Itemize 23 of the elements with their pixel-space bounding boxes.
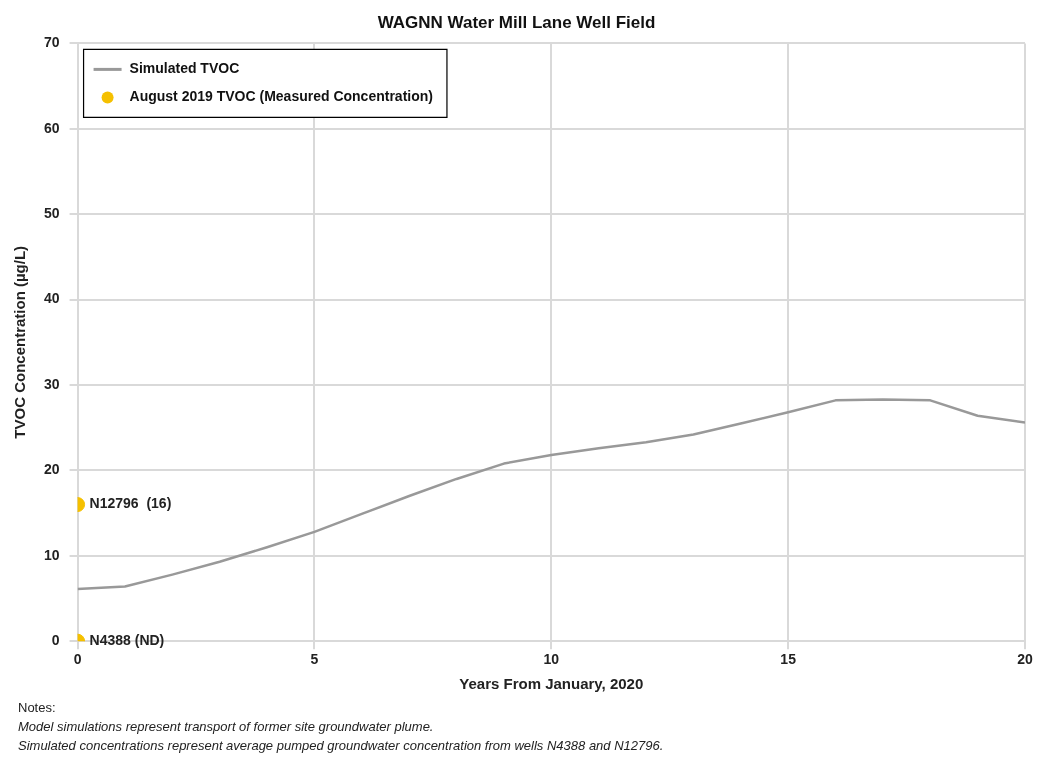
text: Simulated concentrations represent average pumped groundwater concentration from wells N4388 and N12796. <box>18 737 665 755</box>
x-tick-label: 5 <box>310 651 319 668</box>
y-tick-label: 30 <box>43 375 60 392</box>
x-tick-label: 10 <box>543 651 560 668</box>
y-tick-label: 10 <box>43 546 60 563</box>
y-tick-label: 60 <box>43 119 60 136</box>
text: Model simulations represent transport of former site groundwater plume. <box>18 718 435 736</box>
x-axis-title: Years From January, 2020 <box>459 675 644 693</box>
legend-label: August 2019 TVOC (Measured Concentration) <box>129 88 433 105</box>
y-tick-label: 70 <box>43 34 60 51</box>
x-tick-label: 0 <box>73 651 82 668</box>
x-tick-label: 20 <box>1017 651 1033 668</box>
legend-label: Simulated TVOC <box>129 60 240 77</box>
text: Notes: <box>18 699 57 717</box>
y-tick-label: 40 <box>43 290 60 307</box>
y-tick-label: 50 <box>43 205 60 222</box>
y-tick-label: 20 <box>43 461 60 478</box>
data-label: N12796 (16) <box>89 495 172 512</box>
y-axis-title: TVOC Concentration (µg/L) <box>11 245 29 439</box>
chart-title: WAGNN Water Mill Lane Well Field <box>377 12 656 32</box>
y-tick-label: 0 <box>51 632 60 649</box>
x-tick-label: 15 <box>780 651 797 668</box>
data-label: N4388 (ND) <box>89 632 165 649</box>
